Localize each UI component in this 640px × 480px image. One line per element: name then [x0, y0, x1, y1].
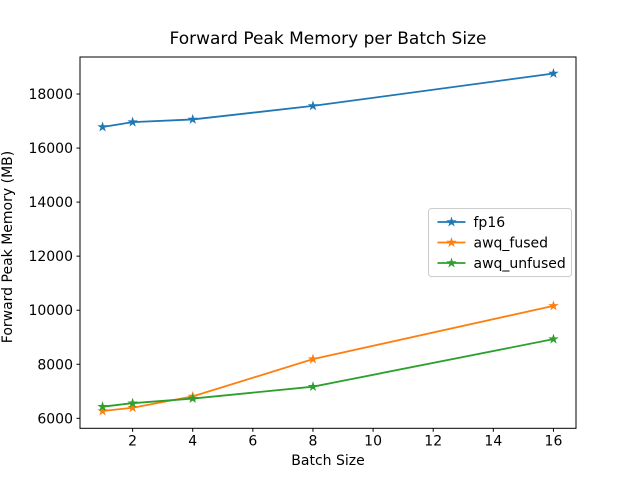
y-tick-label: 18000 — [28, 87, 73, 103]
data-point-awq_unfused — [127, 397, 138, 408]
data-point-awq_fused — [548, 300, 559, 311]
series-line-fp16 — [101, 72, 555, 128]
y-axis-label-text: Forward Peak Memory (MB) — [0, 150, 16, 344]
y-tick-label: 10000 — [28, 303, 73, 319]
legend-marker-fp16 — [446, 216, 457, 227]
plot-frame — [79, 56, 577, 429]
data-point-awq_unfused — [97, 401, 108, 412]
data-point-awq_unfused — [307, 381, 319, 392]
y-tick-label: 6000 — [37, 411, 73, 427]
chart-title: Forward Peak Memory per Batch Size — [169, 29, 487, 49]
data-point-awq_fused — [307, 353, 319, 364]
x-axis-label: Batch Size — [291, 453, 365, 469]
data-point-fp16 — [127, 116, 138, 127]
x-tick-label: 16 — [545, 433, 563, 449]
legend-label-fp16: fp16 — [474, 215, 506, 231]
x-tick-label: 6 — [248, 433, 257, 449]
data-point-awq_fused — [127, 402, 138, 413]
y-tick-label: 12000 — [28, 249, 73, 265]
data-point-fp16 — [307, 100, 319, 111]
data-point-awq_unfused — [548, 333, 559, 344]
data-point-fp16 — [548, 67, 559, 78]
data-point-awq_unfused — [187, 393, 198, 404]
legend-label-awq_fused: awq_fused — [474, 236, 549, 252]
x-tick-label: 12 — [424, 433, 442, 449]
y-tick-label: 14000 — [28, 195, 73, 211]
series-line-awq_unfused — [101, 338, 555, 408]
series-line-awq_fused — [101, 304, 555, 412]
data-point-fp16 — [97, 121, 108, 132]
x-tick-label: 2 — [128, 433, 137, 449]
x-tick-label: 10 — [364, 433, 382, 449]
y-tick-label: 8000 — [37, 357, 73, 373]
legend-marker-awq_fused — [446, 237, 457, 247]
legend-marker-awq_unfused — [446, 257, 457, 268]
x-tick-label: 4 — [188, 433, 197, 449]
x-tick-label: 8 — [309, 433, 318, 449]
legend-box — [428, 208, 572, 277]
legend-label-awq_unfused: awq_unfused — [474, 256, 566, 272]
y-tick-label: 16000 — [28, 141, 73, 157]
x-tick-label: 14 — [484, 433, 502, 449]
data-point-awq_fused — [97, 405, 108, 416]
data-point-fp16 — [187, 113, 198, 124]
